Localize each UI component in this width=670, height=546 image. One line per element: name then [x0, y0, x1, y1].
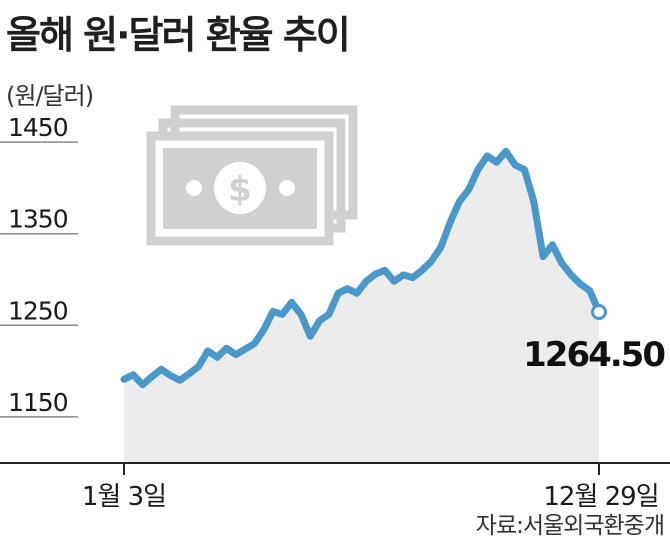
last-value-label: 1264.50 — [523, 335, 665, 375]
data-points — [121, 149, 607, 387]
data-point — [531, 199, 537, 204]
data-point — [512, 162, 518, 168]
data-point — [438, 245, 443, 250]
data-point — [159, 367, 164, 372]
data-point — [429, 258, 434, 264]
data-point — [503, 149, 509, 154]
data-point — [224, 345, 229, 351]
data-point — [475, 167, 481, 172]
data-point — [289, 300, 294, 305]
data-point — [261, 327, 266, 333]
data-point — [382, 268, 387, 273]
y-tick-label: 1450 — [8, 113, 68, 142]
data-point — [242, 346, 248, 352]
data-point — [466, 187, 471, 192]
data-point — [373, 271, 378, 277]
data-point — [214, 355, 220, 360]
x-tick-label: 12월 29일 — [543, 482, 658, 512]
source-note: 자료:서울외국환중개 — [475, 513, 665, 539]
data-point — [522, 167, 527, 172]
y-axis-unit-label: (원/달러) — [6, 82, 94, 110]
data-point — [308, 334, 313, 339]
x-tick-label: 1월 3일 — [82, 482, 166, 512]
data-point — [354, 291, 360, 296]
data-point — [419, 268, 425, 273]
y-tick-label: 1350 — [8, 205, 68, 234]
data-point — [485, 153, 490, 159]
axis-labels: 1150 1250 1350 1450 1월 3일 12월 29일 1264.50 — [8, 113, 667, 512]
data-point — [336, 291, 341, 296]
last-data-point — [591, 304, 607, 321]
data-point — [149, 374, 155, 379]
data-point — [494, 160, 499, 165]
data-point — [317, 318, 322, 323]
data-point — [447, 220, 453, 225]
data-point — [280, 312, 285, 317]
data-point — [186, 371, 192, 377]
chart-title: 올해 원·달러 환율 추이 — [6, 13, 351, 57]
data-point — [457, 199, 462, 204]
data-point — [401, 272, 406, 278]
data-point — [233, 352, 238, 357]
data-point — [298, 312, 304, 317]
data-point — [140, 382, 145, 387]
stacked-dollar-bills-icon: $ — [146, 105, 358, 246]
data-point — [578, 281, 583, 287]
gridlines — [0, 141, 78, 418]
y-tick-label: 1250 — [8, 296, 68, 325]
data-point — [196, 364, 201, 369]
data-point — [326, 312, 332, 317]
data-point — [391, 279, 397, 284]
series-line — [120, 147, 603, 389]
data-point — [363, 279, 369, 284]
data-point — [177, 378, 183, 383]
data-point — [587, 288, 592, 293]
x-axis-ticks — [123, 463, 600, 475]
svg-text:$: $ — [228, 170, 252, 210]
data-point — [168, 373, 173, 378]
data-point — [131, 372, 136, 377]
y-tick-label: 1150 — [8, 388, 68, 417]
data-point — [270, 309, 276, 314]
data-point — [121, 377, 127, 382]
data-point — [540, 254, 546, 259]
area-fill — [124, 151, 599, 464]
data-point — [205, 348, 211, 354]
data-point — [568, 272, 574, 278]
data-point — [559, 260, 564, 266]
data-point — [410, 275, 415, 280]
data-point — [252, 341, 257, 346]
data-point — [345, 286, 350, 291]
data-point — [550, 242, 555, 247]
